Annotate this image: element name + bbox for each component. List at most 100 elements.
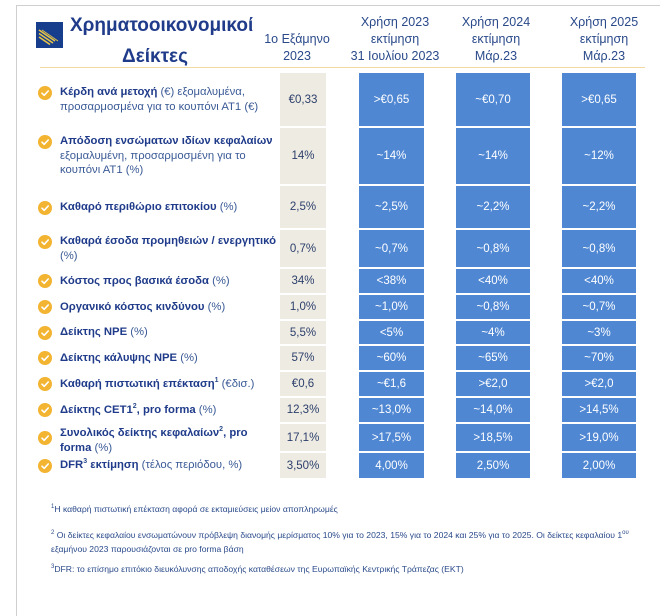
column-header-line: 1ο Εξάμηνο	[264, 32, 330, 46]
value-fy2024: ~14,0%	[456, 398, 530, 422]
indicator-name-suffix: εκτίμηση	[87, 459, 139, 471]
footnote-text: Οι δείκτες κεφαλαίου ενσωματώνουν πρόβλε…	[56, 529, 623, 540]
value-fy2024: ~65%	[456, 346, 530, 370]
value-fy2025: >19,0%	[562, 424, 636, 451]
value-fy2025: <40%	[562, 269, 636, 293]
page-title-line2: Δείκτες	[122, 46, 188, 67]
column-header-line: Μάρ.23	[474, 49, 518, 63]
value-h1-2023: €0,33	[280, 73, 326, 126]
indicator-label: Δείκτης κάλυψης NPE (%)	[60, 351, 280, 366]
table-row: Συνολικός δείκτης κεφαλαίων2, pro forma …	[0, 424, 660, 454]
table-row: Κόστος προς βασικά έσοδα (%) 34% <38% <40% <…	[0, 269, 660, 293]
indicator-unit: (%)	[177, 351, 198, 364]
value-h1-2023: 17,1%	[280, 424, 326, 451]
checkmark-icon	[38, 403, 52, 417]
footnote-ref: 1	[214, 376, 219, 384]
page-title: Χρηματοοικονομικοί Δείκτες	[70, 10, 253, 72]
value-fy2025: ~3%	[562, 321, 636, 344]
value-fy2023: ~13,0%	[359, 398, 424, 422]
value-fy2024: ~0,8%	[456, 230, 530, 267]
value-h1-2023: 1,0%	[280, 295, 326, 319]
footnote-1: 1Η καθαρή πιστωτική επέκταση αφορά σε εκ…	[51, 500, 631, 516]
value-fy2025: ~70%	[562, 346, 636, 370]
table-row: Οργανικό κόστος κινδύνου (%) 1,0% ~1,0% ~0,…	[0, 295, 660, 319]
value-fy2024: <40%	[456, 269, 530, 293]
checkmark-icon	[38, 377, 52, 391]
table-row: Καθαρή πιστωτική επέκταση1 (€δισ.) €0,6 ~€…	[0, 372, 660, 396]
indicator-name: Κόστος προς βασικά έσοδα	[60, 274, 209, 287]
column-header-h1-2023: 1ο Εξάμηνο 2023	[262, 31, 332, 65]
indicator-label: DFR3 εκτίμηση (τέλος περιόδου, %)	[60, 458, 280, 473]
checkmark-icon	[38, 430, 52, 445]
value-fy2023: <5%	[359, 321, 424, 344]
indicator-unit: (%)	[216, 200, 238, 213]
indicator-unit: (€) εξομαλυμένα, προσαρμοσμένα για το κο…	[60, 86, 259, 113]
column-header-line: 2023	[283, 49, 311, 63]
footnote-mark: 2	[51, 530, 55, 536]
checkmark-icon	[38, 86, 52, 100]
value-fy2024: ~14%	[456, 128, 530, 184]
checkmark-icon	[38, 235, 52, 249]
column-header-fy2025: Χρήση 2025 εκτίμηση Μάρ.23	[554, 14, 654, 65]
value-fy2023: >€0,65	[359, 73, 424, 126]
table-row: Απόδοση ενσώματων ιδίων κεφαλαίων εξομαλ…	[0, 128, 660, 184]
indicator-name: DFR	[60, 459, 84, 471]
value-h1-2023: 0,7%	[280, 230, 326, 267]
value-h1-2023: €0,6	[280, 372, 326, 396]
checkmark-icon	[38, 351, 52, 365]
value-fy2023: >17,5%	[359, 424, 424, 451]
indicator-unit: (%)	[127, 326, 148, 338]
column-header-fy2023: Χρήση 2023 εκτίμηση 31 Ιουλίου 2023	[345, 14, 445, 65]
indicator-name: Καθαρή πιστωτική επέκταση	[60, 377, 215, 390]
value-fy2025: ~12%	[562, 128, 636, 184]
table-row: Δείκτης NPE (%) 5,5% <5% ~4% ~3%	[0, 321, 660, 344]
table-row: Καθαρό περιθώριο επιτοκίου (%) 2,5% ~2,5% ~…	[0, 186, 660, 228]
value-h1-2023: 57%	[280, 346, 326, 370]
checkmark-icon	[38, 274, 52, 288]
value-fy2025: >€0,65	[562, 73, 636, 126]
indicator-unit: εξομαλυμένη, προσαρμοσμένη για το κουπόν…	[60, 149, 246, 177]
indicator-name: Δείκτης NPE	[60, 326, 128, 338]
indicator-label: Οργανικό κόστος κινδύνου (%)	[60, 300, 280, 315]
value-fy2023: ~€1,6	[359, 372, 424, 396]
value-fy2024: ~0,8%	[456, 295, 530, 319]
column-header-line: Χρήση 2024	[461, 15, 531, 29]
indicator-name: Απόδοση ενσώματων ιδίων κεφαλαίων	[60, 135, 273, 147]
indicator-name: Δείκτης κάλυψης NPE	[60, 351, 178, 364]
footnote-3: 3DFR: το επίσημο επιτόκιο διευκόλυνσης α…	[51, 560, 631, 576]
value-fy2024: 2,50%	[456, 453, 530, 478]
column-header-fy2024: Χρήση 2024 εκτίμηση Μάρ.23	[446, 14, 546, 65]
header-divider	[40, 67, 645, 68]
indicator-unit: (%)	[195, 403, 217, 416]
footnote-ref: 2	[132, 402, 137, 410]
indicator-name: Καθαρά έσοδα προμηθειών / ενεργητικό	[60, 235, 277, 247]
indicator-unit: (%)	[208, 274, 230, 287]
footnote-ordinal: ου	[622, 530, 629, 536]
indicator-name: Συνολικός δείκτης κεφαλαίων	[60, 427, 220, 439]
value-h1-2023: 14%	[280, 128, 326, 184]
value-h1-2023: 2,5%	[280, 186, 326, 228]
footnote-2: 2 Οι δείκτες κεφαλαίου ενσωματώνουν πρόβ…	[51, 526, 631, 556]
indicator-label: Καθαρό περιθώριο επιτοκίου (%)	[60, 200, 280, 215]
indicator-name-suffix: , pro forma	[136, 403, 196, 416]
value-fy2025: ~0,7%	[562, 295, 636, 319]
value-fy2025: ~0,8%	[562, 230, 636, 267]
checkmark-icon	[38, 325, 52, 340]
indicator-label: Συνολικός δείκτης κεφαλαίων2, pro forma …	[60, 426, 280, 455]
column-header-line: Χρήση 2023	[360, 15, 430, 29]
slide-frame	[16, 5, 660, 616]
footnote-text: Η καθαρή πιστωτική επέκταση αφορά σε εκτ…	[54, 503, 338, 514]
column-header-line: εκτίμηση	[471, 32, 521, 46]
indicator-name-suffix: , pro forma	[60, 427, 248, 454]
indicator-name: Καθαρό περιθώριο επιτοκίου	[60, 200, 217, 213]
indicator-unit: (€δισ.)	[218, 377, 255, 390]
value-h1-2023: 12,3%	[280, 398, 326, 422]
footnote-mark: 3	[51, 564, 55, 570]
value-fy2023: 4,00%	[359, 453, 424, 478]
column-header-line: 31 Ιουλίου 2023	[350, 49, 440, 63]
table-row: Δείκτης CET12, pro forma (%) 12,3% ~13,0% ~…	[0, 398, 660, 422]
column-header-line: Χρήση 2025	[569, 15, 639, 29]
indicator-label: Δείκτης NPE (%)	[60, 325, 280, 340]
column-header-line: εκτίμηση	[370, 32, 420, 46]
table-row: Κέρδη ανά μετοχή (€) εξομαλυμένα, προσαρ…	[0, 73, 660, 126]
